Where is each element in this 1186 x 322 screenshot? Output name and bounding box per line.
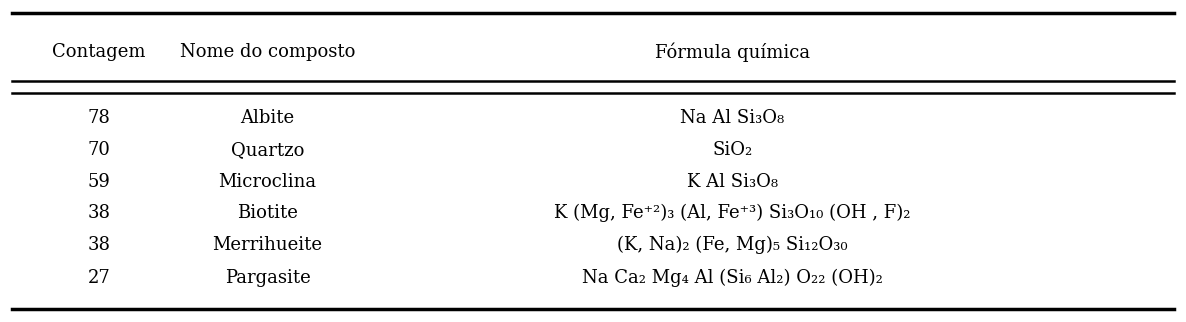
Text: (K, Na)₂ (Fe, Mg)₅ Si₁₂O₃₀: (K, Na)₂ (Fe, Mg)₅ Si₁₂O₃₀ [617, 235, 848, 254]
Text: 27: 27 [88, 269, 110, 287]
Text: Albite: Albite [241, 109, 294, 128]
Text: Merrihueite: Merrihueite [212, 236, 323, 254]
Text: K Al Si₃O₈: K Al Si₃O₈ [687, 173, 778, 191]
Text: 70: 70 [88, 141, 110, 159]
Text: 38: 38 [88, 236, 110, 254]
Text: SiO₂: SiO₂ [713, 141, 753, 159]
Text: Na Al Si₃O₈: Na Al Si₃O₈ [681, 109, 785, 128]
Text: Microclina: Microclina [218, 173, 317, 191]
Text: Contagem: Contagem [52, 43, 146, 61]
Text: 38: 38 [88, 204, 110, 222]
Text: Pargasite: Pargasite [224, 269, 311, 287]
Text: Quartzo: Quartzo [231, 141, 305, 159]
Text: Nome do composto: Nome do composto [180, 43, 356, 61]
Text: K (Mg, Fe⁺²)₃ (Al, Fe⁺³) Si₃O₁₀ (OH , F)₂: K (Mg, Fe⁺²)₃ (Al, Fe⁺³) Si₃O₁₀ (OH , F)… [554, 204, 911, 222]
Text: 78: 78 [88, 109, 110, 128]
Text: Fórmula química: Fórmula química [655, 43, 810, 62]
Text: 59: 59 [88, 173, 110, 191]
Text: Biotite: Biotite [237, 204, 298, 222]
Text: Na Ca₂ Mg₄ Al (Si₆ Al₂) O₂₂ (OH)₂: Na Ca₂ Mg₄ Al (Si₆ Al₂) O₂₂ (OH)₂ [582, 269, 882, 287]
